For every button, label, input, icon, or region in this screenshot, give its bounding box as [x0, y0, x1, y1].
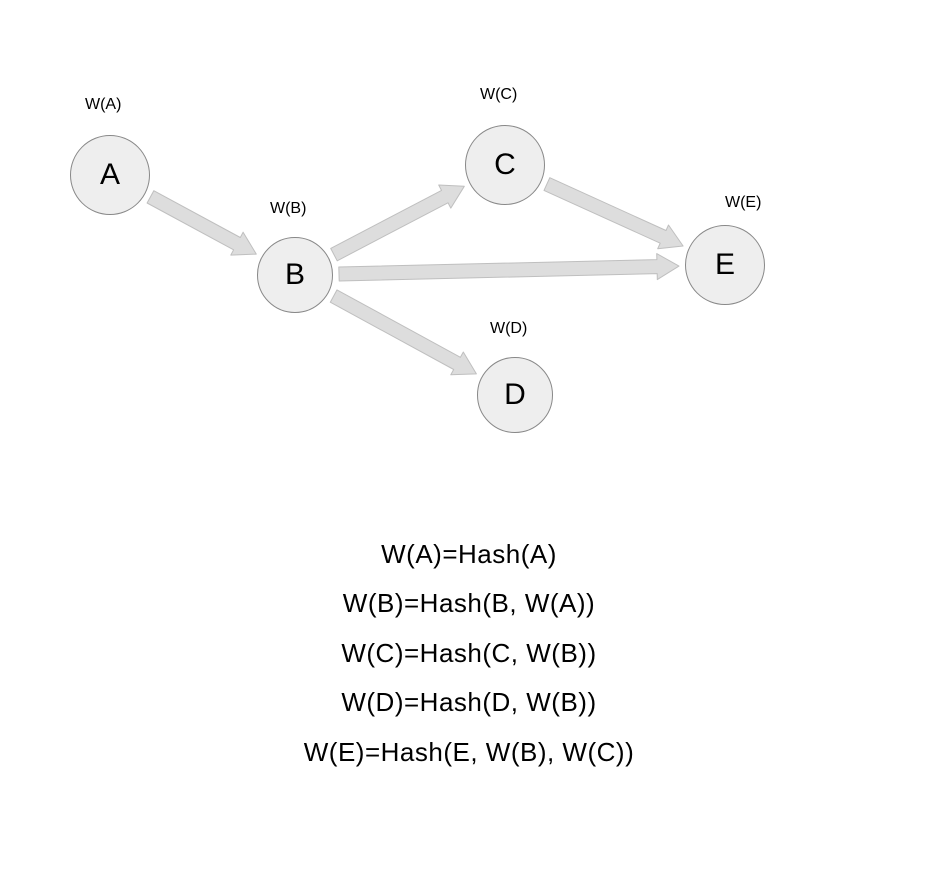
node-a-label: A	[100, 158, 120, 192]
node-a: A	[70, 135, 150, 215]
equation-line: W(E)=Hash(E, W(B), W(C))	[0, 728, 938, 777]
equation-line: W(B)=Hash(B, W(A))	[0, 579, 938, 628]
node-c-anno: W(C)	[480, 86, 517, 104]
node-b-label: B	[285, 258, 305, 292]
node-b: B	[257, 237, 333, 313]
node-b-anno: W(B)	[270, 200, 306, 218]
node-c: C	[465, 125, 545, 205]
hash-dag-diagram: A W(A) B W(B) C W(C) D W(D) E W(E)	[0, 0, 938, 500]
equation-line: W(C)=Hash(C, W(B))	[0, 629, 938, 678]
node-e-anno: W(E)	[725, 194, 761, 212]
node-c-label: C	[494, 148, 516, 182]
arrows-layer	[0, 0, 938, 500]
node-e: E	[685, 225, 765, 305]
node-d: D	[477, 357, 553, 433]
node-a-anno: W(A)	[85, 96, 121, 114]
hash-equations: W(A)=Hash(A) W(B)=Hash(B, W(A)) W(C)=Has…	[0, 530, 938, 777]
node-e-label: E	[715, 248, 735, 282]
node-d-anno: W(D)	[490, 320, 527, 338]
equation-line: W(A)=Hash(A)	[0, 530, 938, 579]
node-d-label: D	[504, 378, 526, 412]
equation-line: W(D)=Hash(D, W(B))	[0, 678, 938, 727]
